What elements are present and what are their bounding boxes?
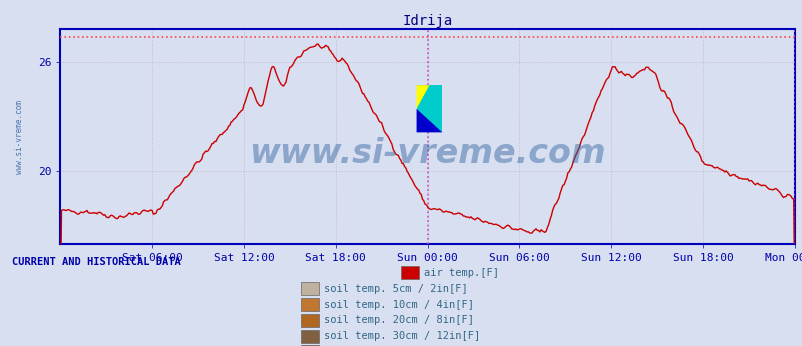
Text: soil temp. 20cm / 8in[F]: soil temp. 20cm / 8in[F]: [323, 316, 473, 326]
Bar: [301, 314, 318, 327]
Bar: [301, 282, 318, 295]
Bar: [301, 330, 318, 343]
Text: air temp.[F]: air temp.[F]: [423, 267, 498, 277]
Bar: [401, 266, 419, 279]
Text: soil temp. 5cm / 2in[F]: soil temp. 5cm / 2in[F]: [323, 284, 467, 294]
Text: soil temp. 30cm / 12in[F]: soil temp. 30cm / 12in[F]: [323, 331, 480, 341]
Title: Idrija: Idrija: [402, 14, 452, 28]
Text: www.si-vreme.com: www.si-vreme.com: [249, 137, 606, 170]
Polygon shape: [416, 85, 429, 109]
Bar: [301, 298, 318, 311]
Text: www.si-vreme.com: www.si-vreme.com: [15, 100, 24, 174]
Polygon shape: [416, 109, 442, 133]
Text: CURRENT AND HISTORICAL DATA: CURRENT AND HISTORICAL DATA: [12, 257, 180, 267]
Bar: [416, 85, 442, 133]
Text: soil temp. 10cm / 4in[F]: soil temp. 10cm / 4in[F]: [323, 300, 473, 310]
